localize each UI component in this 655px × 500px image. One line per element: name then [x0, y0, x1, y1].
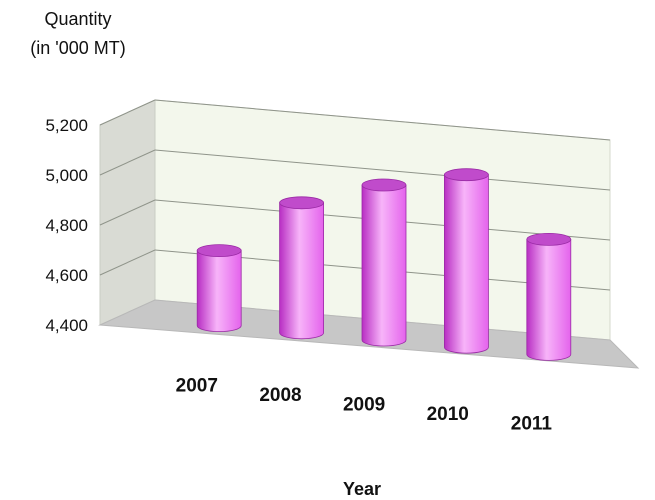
bar-2010	[443, 168, 489, 354]
bar-body	[279, 202, 324, 340]
x-axis-title: Year	[343, 479, 381, 499]
side-gridline	[99, 99, 156, 126]
bar-body	[361, 184, 407, 347]
side-gridline	[99, 149, 156, 176]
x-tick-label: 2008	[259, 385, 301, 406]
gridline	[154, 149, 611, 191]
side-gridline	[99, 249, 156, 276]
bar-2009	[361, 178, 407, 347]
bar-2008	[279, 196, 325, 340]
bar-body	[196, 250, 242, 332]
bar-2007	[196, 244, 242, 332]
y-tick-label: 5,200	[45, 116, 88, 135]
y-tick-label: 4,800	[45, 216, 88, 235]
bar-top	[279, 196, 325, 210]
x-tick-label: 2007	[176, 376, 218, 397]
side-gridline	[99, 199, 156, 226]
y-axis-title-line2: (in '000 MT)	[30, 38, 126, 58]
bar-body	[444, 174, 489, 354]
bar-top	[196, 244, 242, 258]
bar-top	[361, 178, 407, 192]
y-axis-title-line1: Quantity	[44, 9, 112, 29]
y-tick-label: 5,000	[45, 166, 88, 185]
bar-2011	[526, 232, 572, 361]
bar-top	[443, 168, 489, 182]
y-tick-label: 4,400	[45, 316, 88, 335]
x-tick-label: 2009	[343, 395, 385, 416]
x-tick-label: 2011	[511, 413, 553, 434]
y-tick-label: 4,600	[45, 266, 88, 285]
gridline	[154, 99, 611, 141]
x-tick-label: 2010	[427, 404, 469, 425]
bar-top	[526, 232, 572, 246]
bar-body	[526, 239, 572, 361]
